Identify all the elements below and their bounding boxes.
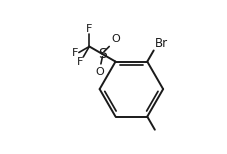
Text: Br: Br — [154, 37, 167, 50]
Text: O: O — [95, 67, 104, 77]
Text: S: S — [98, 47, 106, 61]
Text: F: F — [72, 48, 78, 58]
Text: O: O — [111, 34, 119, 44]
Text: F: F — [76, 57, 83, 67]
Text: F: F — [86, 24, 92, 34]
